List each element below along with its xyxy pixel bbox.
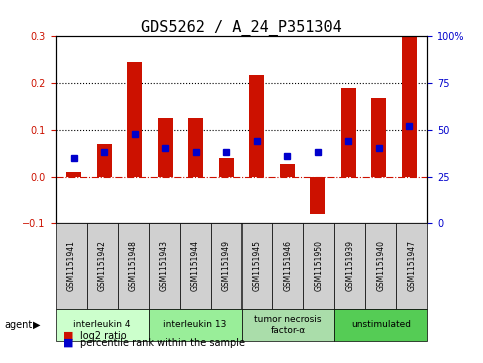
Text: GSM1151940: GSM1151940 — [376, 240, 385, 291]
Text: ▶: ▶ — [33, 320, 41, 330]
Text: percentile rank within the sample: percentile rank within the sample — [80, 338, 245, 348]
Text: GSM1151939: GSM1151939 — [345, 240, 355, 291]
Bar — [401, 36, 417, 176]
Bar — [188, 118, 203, 176]
Bar — [127, 62, 142, 176]
Bar — [371, 98, 386, 176]
Text: agent: agent — [5, 320, 33, 330]
Text: interleukin 13: interleukin 13 — [163, 321, 227, 329]
Bar — [97, 144, 112, 176]
Bar — [219, 158, 234, 176]
Text: unstimulated: unstimulated — [351, 321, 411, 329]
Text: GSM1151944: GSM1151944 — [190, 240, 199, 291]
Text: interleukin 4: interleukin 4 — [73, 321, 131, 329]
Bar — [341, 88, 356, 176]
Text: GSM1151950: GSM1151950 — [314, 240, 324, 291]
Text: GSM1151949: GSM1151949 — [222, 240, 230, 291]
Text: log2 ratio: log2 ratio — [80, 331, 127, 341]
Bar — [157, 118, 173, 176]
Bar — [66, 172, 82, 176]
Text: GSM1151943: GSM1151943 — [159, 240, 169, 291]
Text: GSM1151942: GSM1151942 — [98, 240, 107, 291]
Text: GSM1151941: GSM1151941 — [67, 240, 75, 291]
Bar — [249, 75, 264, 176]
Text: ■: ■ — [63, 338, 73, 348]
Text: GSM1151947: GSM1151947 — [408, 240, 416, 291]
Text: GDS5262 / A_24_P351304: GDS5262 / A_24_P351304 — [141, 20, 342, 36]
Text: GSM1151946: GSM1151946 — [284, 240, 293, 291]
Text: tumor necrosis
factor-α: tumor necrosis factor-α — [254, 315, 322, 335]
Bar — [280, 164, 295, 176]
Bar — [310, 176, 326, 214]
Text: GSM1151945: GSM1151945 — [253, 240, 261, 291]
Text: ■: ■ — [63, 331, 73, 341]
Text: GSM1151948: GSM1151948 — [128, 240, 138, 291]
